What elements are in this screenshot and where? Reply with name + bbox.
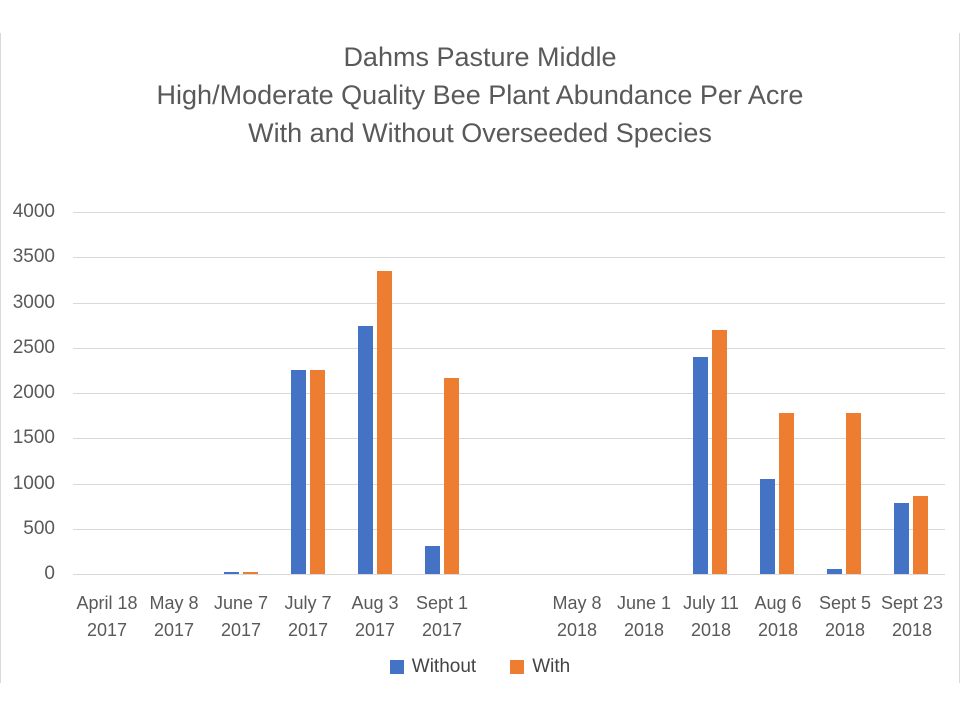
- chart-title: Dahms Pasture Middle High/Moderate Quali…: [0, 38, 960, 152]
- bar-without-aug-6: [760, 479, 775, 574]
- chart-title-line-3: With and Without Overseeded Species: [248, 118, 712, 148]
- legend-label-with: With: [532, 656, 571, 677]
- legend-swatch-without: [389, 660, 404, 674]
- bar-without-july-7: [291, 370, 306, 574]
- gridline: [73, 393, 945, 394]
- x-axis-label: July 7 2017: [284, 593, 332, 640]
- y-tick-label: 3000: [12, 292, 55, 313]
- x-axis-line: [73, 574, 945, 575]
- legend-item-without: Without: [389, 656, 477, 678]
- gridline: [73, 348, 945, 349]
- bar-without-sept-1: [425, 546, 440, 574]
- chart-title-line-1: Dahms Pasture Middle: [343, 42, 617, 72]
- legend-label-without: Without: [411, 656, 477, 677]
- gridline: [73, 529, 945, 530]
- x-axis: April 18 2017 May 8 2017 June 7 2017 July 7 201…: [73, 590, 945, 648]
- bar-without-july-11: [693, 357, 708, 574]
- gridline: [73, 484, 945, 485]
- bar-with-june-7: [243, 572, 258, 574]
- x-axis-label: June 7 2017: [213, 593, 269, 640]
- bar-without-june-7: [224, 572, 239, 574]
- y-tick-label: 1500: [12, 427, 55, 448]
- bar-with-sept-23: [913, 496, 928, 574]
- gridline: [73, 212, 945, 213]
- bar-without-sept-5: [827, 569, 842, 574]
- bar-with-sept-1: [444, 378, 459, 574]
- bar-with-july-11: [712, 330, 727, 574]
- gridline: [73, 257, 945, 258]
- y-tick-label: 0: [44, 563, 55, 584]
- plot-area: [73, 212, 945, 575]
- gridline: [73, 438, 945, 439]
- y-tick-label: 1000: [12, 473, 55, 494]
- x-axis-label: Sept 1 2017: [415, 593, 469, 640]
- bar-without-aug-3: [358, 326, 373, 574]
- x-axis-label: July 11 2018: [683, 593, 739, 640]
- legend: Without With: [0, 656, 960, 678]
- x-axis-label: May 8 2017: [149, 593, 199, 640]
- bar-with-aug-6: [779, 413, 794, 574]
- y-tick-label: 3500: [12, 246, 55, 267]
- x-axis-label: Aug 3 2017: [351, 593, 399, 640]
- y-tick-label: 2000: [12, 382, 55, 403]
- bar-with-july-7: [310, 370, 325, 574]
- bar-without-sept-23: [894, 503, 909, 574]
- x-axis-label: May 8 2018: [552, 593, 602, 640]
- x-axis-label: Sept 5 2018: [818, 593, 872, 640]
- y-tick-label: 4000: [12, 201, 55, 222]
- x-axis-label: Aug 6 2018: [754, 593, 802, 640]
- x-axis-label: June 1 2018: [616, 593, 672, 640]
- bar-with-aug-3: [377, 271, 392, 574]
- y-tick-label: 500: [23, 518, 55, 539]
- chart-title-line-2: High/Moderate Quality Bee Plant Abundanc…: [156, 80, 804, 110]
- legend-item-with: With: [510, 656, 570, 678]
- bar-with-sept-5: [846, 413, 861, 574]
- x-axis-label: Sept 23 2018: [880, 593, 944, 640]
- legend-swatch-with: [510, 660, 525, 674]
- y-tick-label: 2500: [12, 337, 55, 358]
- gridline: [73, 303, 945, 304]
- x-axis-label: April 18 2017: [76, 593, 138, 640]
